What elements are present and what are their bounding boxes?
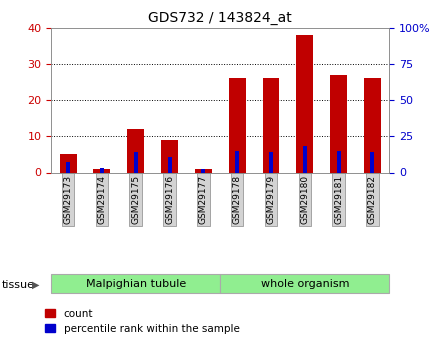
- Bar: [336, 151, 341, 172]
- Bar: [100, 168, 104, 172]
- FancyBboxPatch shape: [51, 274, 220, 293]
- Bar: [93, 169, 110, 172]
- Bar: [60, 155, 77, 172]
- Bar: [195, 169, 212, 172]
- Text: Malpighian tubule: Malpighian tubule: [85, 279, 186, 289]
- Bar: [296, 35, 313, 172]
- Text: GSM29177: GSM29177: [199, 175, 208, 224]
- Text: ▶: ▶: [32, 280, 40, 289]
- FancyBboxPatch shape: [220, 274, 389, 293]
- Bar: [167, 157, 172, 172]
- Text: GSM29174: GSM29174: [97, 175, 106, 224]
- Title: GDS732 / 143824_at: GDS732 / 143824_at: [148, 11, 292, 25]
- Bar: [364, 78, 381, 172]
- Bar: [370, 152, 375, 172]
- Text: GSM29175: GSM29175: [131, 175, 140, 224]
- Bar: [269, 152, 273, 172]
- Text: GSM29178: GSM29178: [233, 175, 242, 224]
- Bar: [66, 162, 70, 172]
- Text: whole organism: whole organism: [261, 279, 349, 289]
- Bar: [127, 129, 144, 172]
- Bar: [263, 78, 279, 172]
- Bar: [161, 140, 178, 172]
- Text: GSM29180: GSM29180: [300, 175, 309, 224]
- Text: GSM29179: GSM29179: [267, 175, 275, 224]
- Bar: [330, 75, 347, 172]
- Text: GSM29173: GSM29173: [64, 175, 73, 224]
- Text: tissue: tissue: [2, 280, 35, 289]
- Bar: [235, 151, 239, 172]
- Bar: [134, 152, 138, 172]
- Legend: count, percentile rank within the sample: count, percentile rank within the sample: [41, 305, 244, 338]
- Bar: [201, 169, 206, 172]
- Bar: [229, 78, 246, 172]
- Bar: [303, 146, 307, 172]
- Text: GSM29182: GSM29182: [368, 175, 377, 224]
- Text: GSM29181: GSM29181: [334, 175, 343, 224]
- Text: GSM29176: GSM29176: [165, 175, 174, 224]
